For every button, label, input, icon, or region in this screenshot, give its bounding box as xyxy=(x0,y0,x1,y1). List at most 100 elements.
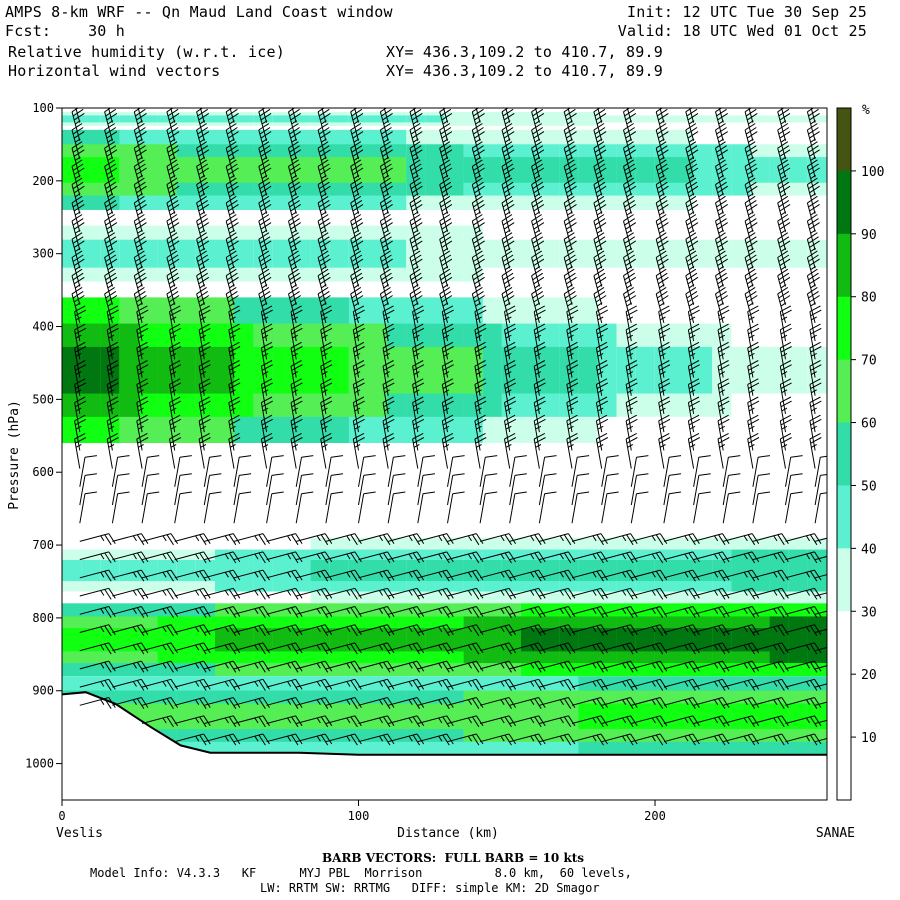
barb-shaft xyxy=(104,257,113,287)
barb-flag xyxy=(228,734,237,746)
barb-flag xyxy=(203,533,211,544)
barb-flag xyxy=(199,698,207,709)
barb-flag xyxy=(203,624,211,636)
barb-flag xyxy=(227,163,238,171)
barb-flag xyxy=(105,163,117,171)
wind-barb xyxy=(233,678,270,691)
barb-flag xyxy=(209,455,222,458)
rh-cell-core xyxy=(444,157,465,183)
barb-half-flag xyxy=(261,174,268,180)
barb-flag xyxy=(73,203,85,212)
barb-flag xyxy=(72,290,84,299)
barb-flag xyxy=(382,91,392,98)
rh-cell-core xyxy=(731,346,752,394)
barb-flag xyxy=(166,250,178,258)
barb-flag xyxy=(262,551,270,563)
barb-shaft xyxy=(233,493,240,524)
barb-flag xyxy=(258,195,270,204)
barb-flag xyxy=(565,91,575,98)
barb-half-flag xyxy=(169,211,176,216)
rh-cell-core xyxy=(62,239,82,268)
rh-cell-core xyxy=(387,239,407,268)
barb-flag xyxy=(179,491,192,495)
barb-flag xyxy=(71,123,83,131)
barb-flag xyxy=(75,309,87,317)
barb-flag xyxy=(134,141,145,149)
barb-flag xyxy=(203,715,211,727)
barb-flag xyxy=(75,346,87,353)
rh-cell-core xyxy=(578,239,599,268)
barb-flag xyxy=(319,91,329,98)
wind-barb xyxy=(79,455,97,487)
wind-barb xyxy=(196,232,210,269)
barb-flag xyxy=(147,455,160,458)
rh-cell-core xyxy=(501,628,522,652)
rh-cell-core xyxy=(348,115,369,123)
barb-shaft xyxy=(233,533,264,542)
barb-half-flag xyxy=(132,699,137,705)
barb-flag xyxy=(168,222,180,230)
barb-half-flag xyxy=(170,103,175,106)
rh-cell-core xyxy=(119,239,140,268)
rh-cell-core xyxy=(597,475,618,506)
barb-half-flag xyxy=(108,389,115,394)
rh-cell-core xyxy=(578,115,599,123)
barb-flag xyxy=(228,185,239,194)
wind-barb xyxy=(233,642,270,655)
barb-flag xyxy=(259,127,271,135)
barb-flag xyxy=(71,108,79,113)
rh-cell-core xyxy=(463,115,484,123)
barb-flag xyxy=(289,87,299,94)
barb-flag xyxy=(197,181,208,190)
rh-cell-core xyxy=(731,560,752,582)
barb-half-flag xyxy=(254,553,259,560)
barb-shaft xyxy=(196,239,205,269)
barb-flag xyxy=(136,607,145,618)
barb-half-flag xyxy=(195,663,200,669)
barb-half-flag xyxy=(195,608,200,614)
wind-barb xyxy=(258,232,272,269)
barb-shaft xyxy=(174,733,204,743)
wind-barb xyxy=(79,533,116,546)
barb-flag xyxy=(169,346,182,353)
barb-flag xyxy=(228,661,237,673)
barb-flag xyxy=(104,589,112,600)
barb-flag xyxy=(166,607,174,618)
barb-flag xyxy=(167,87,177,94)
barb-flag xyxy=(228,378,240,385)
barb-shaft xyxy=(225,129,235,160)
rh-cell-core xyxy=(272,475,293,506)
barb-half-flag xyxy=(476,103,481,106)
rh-cell-core xyxy=(100,115,120,123)
barb-shaft xyxy=(204,733,234,743)
wind-barb xyxy=(104,268,118,305)
barb-flag xyxy=(104,123,115,131)
barb-flag xyxy=(140,569,149,581)
barb-flag xyxy=(199,734,207,746)
barb-flag xyxy=(108,551,116,563)
barb-flag xyxy=(169,323,181,331)
barb-flag xyxy=(137,418,149,426)
barb-flag xyxy=(106,240,118,248)
barb-flag xyxy=(198,131,210,139)
wind-barb xyxy=(225,250,239,287)
rh-cell-core xyxy=(234,560,254,582)
barb-half-flag xyxy=(229,302,235,307)
barb-shaft xyxy=(166,111,176,141)
barb-flag xyxy=(136,341,148,349)
barb-flag xyxy=(136,131,147,139)
wind-barb xyxy=(79,678,116,691)
barb-half-flag xyxy=(137,247,143,252)
barb-shaft xyxy=(112,551,142,561)
barb-shaft xyxy=(225,148,235,178)
barb-flag xyxy=(117,491,130,495)
barb-flag xyxy=(166,108,174,113)
barb-flag xyxy=(170,715,179,727)
rh-cell-core xyxy=(272,157,293,183)
rh-cell-core xyxy=(406,628,426,652)
rh-cell-core xyxy=(368,115,388,123)
barb-shaft xyxy=(174,475,181,506)
barb-flag xyxy=(136,432,148,440)
wind-barb xyxy=(112,678,149,691)
wind-barb xyxy=(258,250,272,287)
